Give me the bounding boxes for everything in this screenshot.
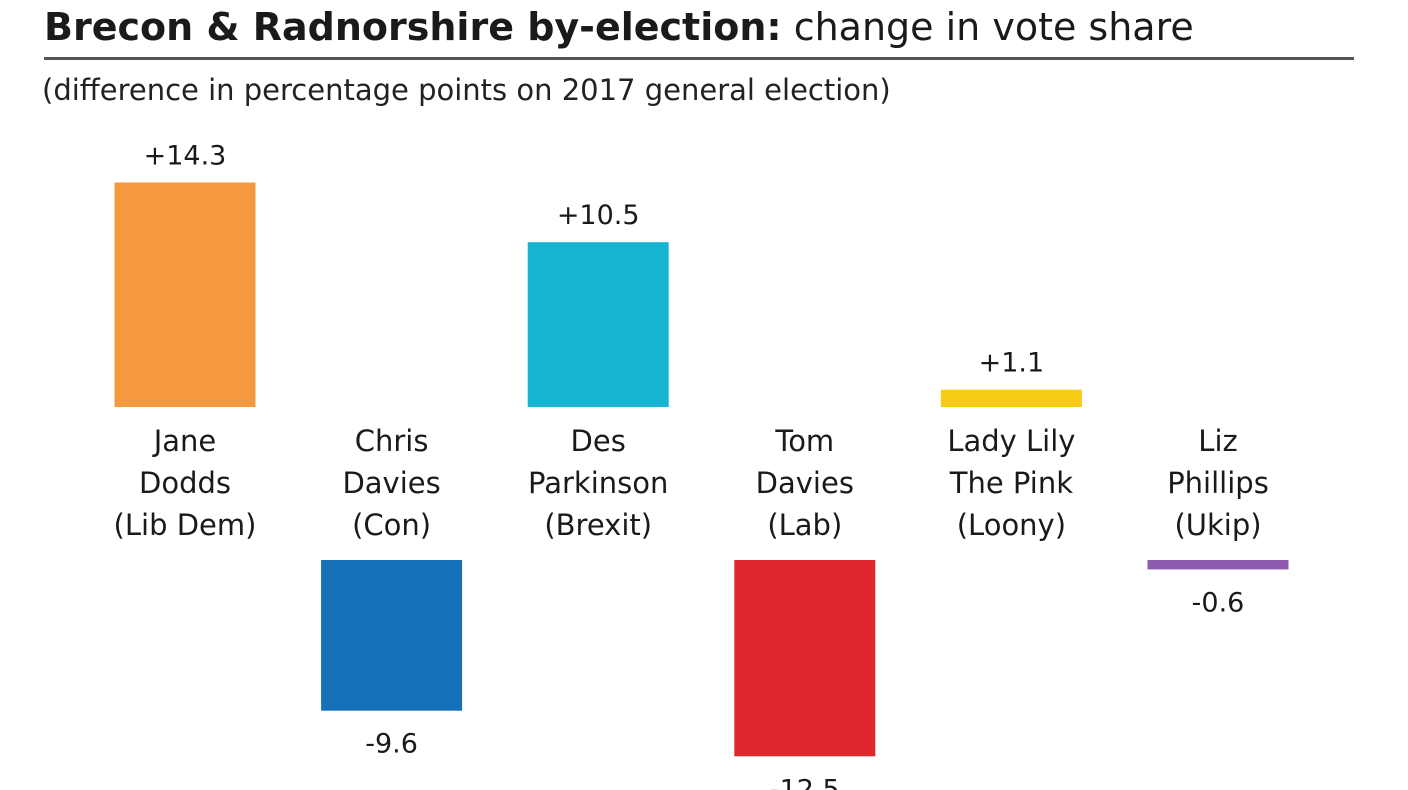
chart-title-light: change in vote share: [793, 5, 1194, 49]
category-label-4-line-1: The Pink: [949, 466, 1073, 500]
value-label-3: -12.5: [770, 774, 840, 790]
category-label-3-line-1: Davies: [756, 466, 854, 500]
category-label-3-line-2: (Lab): [767, 508, 842, 542]
category-label-4-line-2: (Loony): [957, 508, 1066, 542]
category-label-1-line-1: Davies: [342, 466, 440, 500]
category-label-1-line-2: (Con): [352, 508, 431, 542]
bar-3: [734, 560, 876, 757]
bar-1: [321, 560, 463, 711]
category-label-3-line-0: Tom: [774, 424, 834, 458]
category-label-2-line-1: Parkinson: [528, 466, 668, 500]
bar-2: [527, 242, 669, 407]
category-label-5-line-0: Liz: [1198, 424, 1237, 458]
chart-title-bold: Brecon & Radnorshire by-election:: [44, 5, 782, 49]
bar-5: [1147, 560, 1289, 570]
category-label-4-line-0: Lady Lily: [947, 424, 1075, 458]
category-label-2-line-2: (Brexit): [544, 508, 652, 542]
chart-title: Brecon & Radnorshire by-election: change…: [44, 4, 1194, 50]
category-label-1-line-0: Chris: [355, 424, 429, 458]
value-label-2: +10.5: [557, 200, 640, 231]
category-label-5-line-1: Phillips: [1167, 466, 1269, 500]
value-label-0: +14.3: [144, 141, 227, 172]
value-label-4: +1.1: [979, 348, 1045, 379]
value-label-5: -0.6: [1192, 587, 1245, 618]
category-label-0-line-2: (Lib Dem): [114, 508, 257, 542]
bar-0: [114, 182, 256, 407]
category-label-5-line-2: (Ukip): [1174, 508, 1261, 542]
title-divider: [44, 57, 1354, 60]
bar-4: [940, 389, 1082, 407]
category-label-0-line-0: Jane: [152, 424, 217, 458]
category-label-2-line-0: Des: [571, 424, 626, 458]
value-label-1: -9.6: [365, 729, 418, 760]
chart-subtitle: (difference in percentage points on 2017…: [42, 73, 891, 107]
category-label-0-line-1: Dodds: [139, 466, 231, 500]
